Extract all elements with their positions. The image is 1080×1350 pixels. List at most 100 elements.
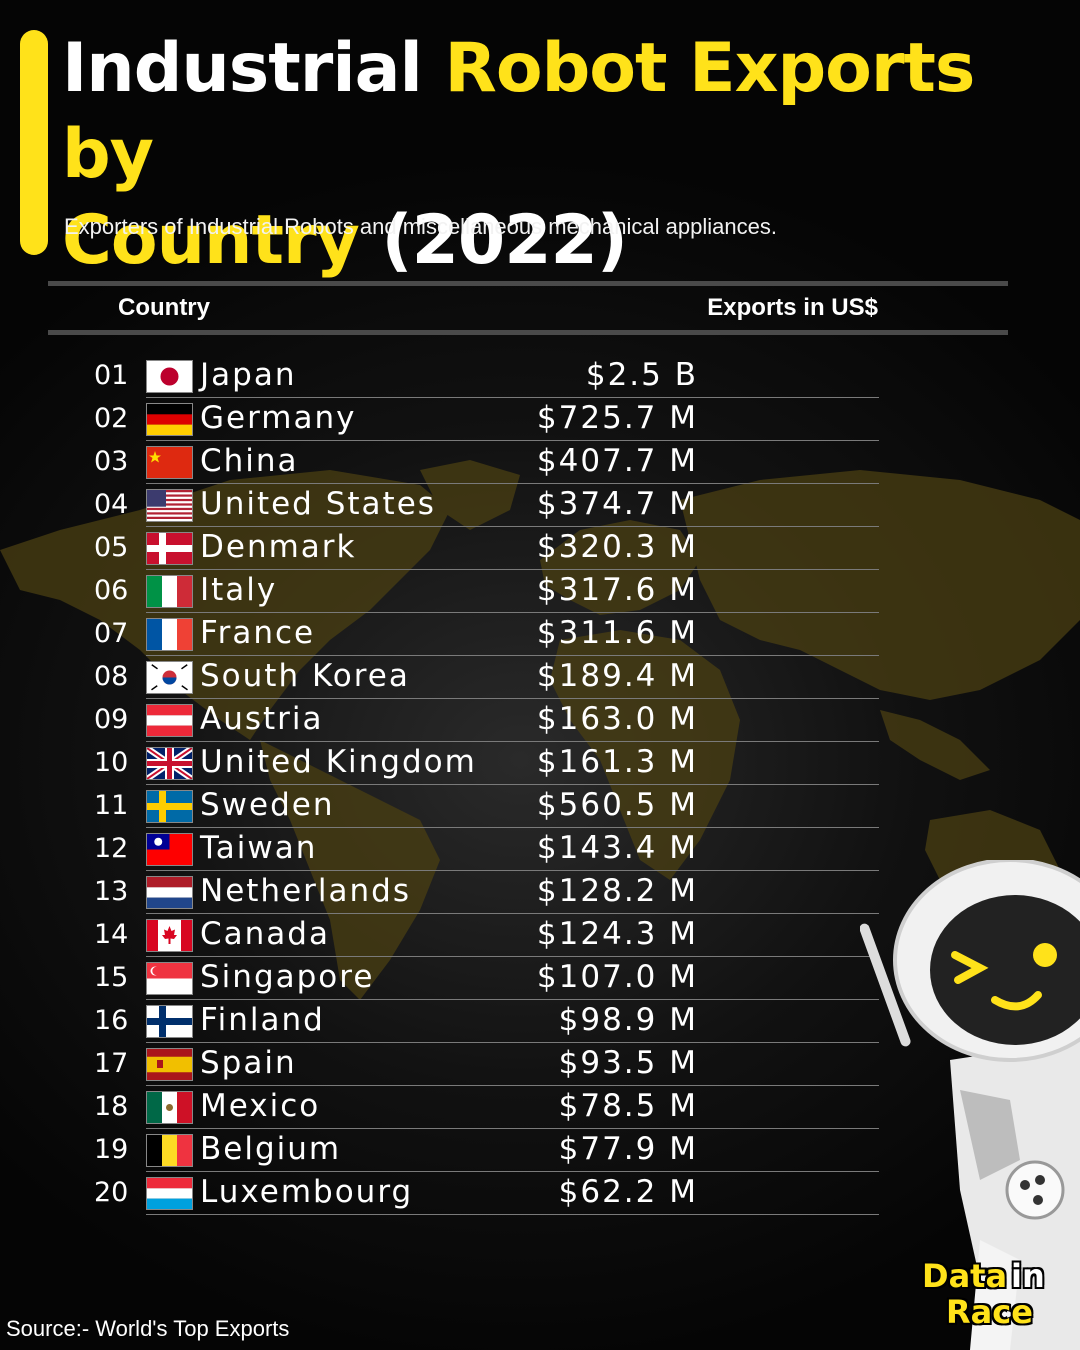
flag-fr-icon [146, 618, 193, 651]
row-divider [146, 612, 879, 613]
row-rank: 03 [94, 446, 129, 477]
flag-sg-icon [146, 962, 193, 995]
row-divider [146, 1214, 879, 1215]
row-export-value: $161.3 M [536, 744, 698, 780]
row-country-name: South Korea [200, 658, 410, 694]
row-country-name: Canada [200, 916, 330, 952]
flag-jp-icon [146, 360, 193, 393]
row-export-value: $128.2 M [536, 873, 698, 909]
row-country-name: Germany [200, 400, 357, 436]
flag-cn-icon [146, 446, 193, 479]
row-country-name: Sweden [200, 787, 335, 823]
row-export-value: $317.6 M [536, 572, 698, 608]
row-rank: 08 [94, 661, 129, 692]
flag-us-icon [146, 489, 193, 522]
header-bottom-divider [48, 330, 1008, 335]
table-row: 20 Luxembourg $62.2 M [0, 1173, 900, 1216]
flag-de-icon [146, 403, 193, 436]
row-rank: 05 [94, 532, 129, 563]
row-divider [146, 1171, 879, 1172]
row-divider [146, 827, 879, 828]
datainrace-logo: Data in Race [922, 1258, 1062, 1334]
row-rank: 11 [94, 790, 129, 821]
title-part-4: (2022) [358, 201, 627, 280]
row-divider [146, 999, 879, 1000]
row-export-value: $107.0 M [536, 959, 698, 995]
row-export-value: $163.0 M [536, 701, 698, 737]
row-country-name: Spain [200, 1045, 297, 1081]
row-export-value: $78.5 M [558, 1088, 698, 1124]
flag-dk-icon [146, 532, 193, 565]
row-export-value: $93.5 M [558, 1045, 698, 1081]
table-row: 04 United States $374.7 M [0, 485, 900, 528]
row-rank: 16 [94, 1005, 129, 1036]
row-divider [146, 913, 879, 914]
row-export-value: $320.3 M [536, 529, 698, 565]
table-row: 14 Canada $124.3 M [0, 915, 900, 958]
row-divider [146, 784, 879, 785]
row-divider [146, 1085, 879, 1086]
header-top-divider [48, 281, 1008, 286]
row-rank: 06 [94, 575, 129, 606]
row-divider [146, 526, 879, 527]
row-rank: 10 [94, 747, 129, 778]
row-country-name: United Kingdom [200, 744, 477, 780]
row-divider [146, 397, 879, 398]
row-export-value: $98.9 M [558, 1002, 698, 1038]
flag-mx-icon [146, 1091, 193, 1124]
row-export-value: $143.4 M [536, 830, 698, 866]
flag-se-icon [146, 790, 193, 823]
row-export-value: $407.7 M [536, 443, 698, 479]
flag-es-icon [146, 1048, 193, 1081]
table-row: 08 South Korea $189.4 M [0, 657, 900, 700]
logo-text-in: in [1011, 1257, 1045, 1295]
table-row: 19 Belgium $77.9 M [0, 1130, 900, 1173]
row-country-name: Luxembourg [200, 1174, 414, 1210]
row-rank: 07 [94, 618, 129, 649]
table-row: 05 Denmark $320.3 M [0, 528, 900, 571]
row-rank: 12 [94, 833, 129, 864]
flag-at-icon [146, 704, 193, 737]
table-row: 01 Japan $2.5 B [0, 356, 900, 399]
row-rank: 19 [94, 1134, 129, 1165]
table-row: 11 Sweden $560.5 M [0, 786, 900, 829]
row-divider [146, 483, 879, 484]
row-export-value: $560.5 M [536, 787, 698, 823]
flag-it-icon [146, 575, 193, 608]
table-row: 09 Austria $163.0 M [0, 700, 900, 743]
flag-ca-icon [146, 919, 193, 952]
row-divider [146, 1128, 879, 1129]
row-country-name: Austria [200, 701, 324, 737]
row-rank: 17 [94, 1048, 129, 1079]
row-rank: 01 [94, 360, 129, 391]
flag-lu-icon [146, 1177, 193, 1210]
row-country-name: Finland [200, 1002, 325, 1038]
flag-be-icon [146, 1134, 193, 1167]
row-divider [146, 569, 879, 570]
logo-text-race: Race [946, 1293, 1033, 1331]
row-export-value: $311.6 M [536, 615, 698, 651]
row-divider [146, 741, 879, 742]
row-country-name: Taiwan [200, 830, 318, 866]
row-divider [146, 870, 879, 871]
page-title: Industrial Robot Exports by Country (202… [62, 26, 1062, 284]
title-part-1: Industrial [62, 29, 445, 108]
row-rank: 04 [94, 489, 129, 520]
row-export-value: $77.9 M [558, 1131, 698, 1167]
column-header-exports: Exports in US$ [707, 294, 878, 321]
table-row: 10 United Kingdom $161.3 M [0, 743, 900, 786]
table-row: 07 France $311.6 M [0, 614, 900, 657]
subtitle: Exporters of Industrial Robots and misce… [64, 214, 777, 239]
table-row: 18 Mexico $78.5 M [0, 1087, 900, 1130]
table-row: 12 Taiwan $143.4 M [0, 829, 900, 872]
row-country-name: Mexico [200, 1088, 321, 1124]
row-country-name: Japan [200, 357, 297, 393]
table-row: 17 Spain $93.5 M [0, 1044, 900, 1087]
row-country-name: Belgium [200, 1131, 342, 1167]
table-row: 06 Italy $317.6 M [0, 571, 900, 614]
row-divider [146, 655, 879, 656]
row-country-name: France [200, 615, 316, 651]
column-header-country: Country [118, 294, 210, 321]
source-note: Source:- World's Top Exports [6, 1316, 290, 1341]
row-export-value: $374.7 M [536, 486, 698, 522]
